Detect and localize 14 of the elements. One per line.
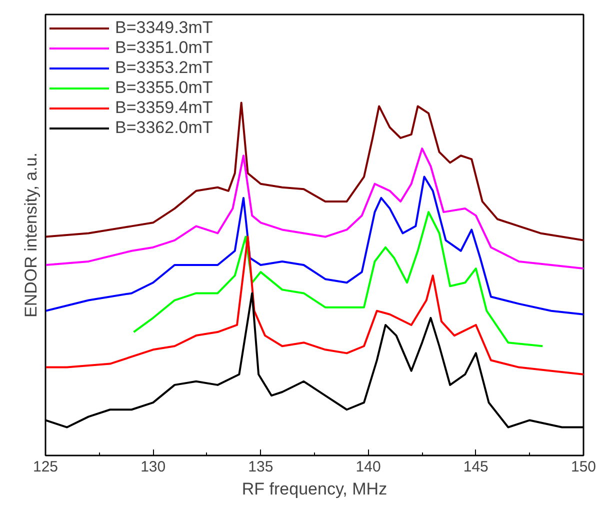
x-tick-label: 135 [248,458,274,476]
legend-label: B=3362.0mT [115,118,213,138]
x-tick-label: 130 [140,458,166,476]
legend-label: B=3353.2mT [115,58,213,78]
x-tick-label: 125 [32,458,58,476]
x-axis-title: RF frequency, MHz [242,480,388,498]
x-tick-label: 140 [356,458,381,476]
y-axis-title: ENDOR intensity, a.u. [22,152,40,318]
legend-label: B=3359.4mT [115,98,213,118]
x-tick-label: 150 [570,458,596,476]
x-tick-label: 145 [463,458,488,476]
legend-label: B=3355.0mT [115,78,213,98]
legend-label: B=3349.3mT [115,18,213,38]
legend-label: B=3351.0mT [115,38,213,58]
